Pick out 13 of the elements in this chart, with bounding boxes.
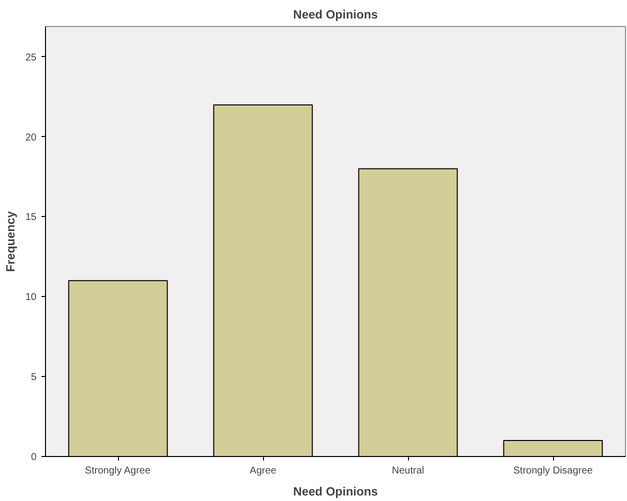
x-axis-title: Need Opinions [293,484,378,498]
y-axis-title: Frequency [3,210,18,272]
y-tick-label: 25 [25,52,37,64]
y-tick-label: 10 [25,292,37,304]
x-tick-label: Agree [250,466,277,476]
x-tick-label: Neutral [392,466,424,476]
y-tick-label: 15 [25,212,37,224]
x-tick-label: Strongly Agree [84,466,151,476]
y-tick-label: 0 [30,452,37,463]
x-tick-label: Strongly Disagree [513,466,594,476]
chart-title: Need Opinions [293,8,378,22]
y-tick-label: 5 [30,372,37,384]
y-tick-label: 20 [25,132,37,144]
